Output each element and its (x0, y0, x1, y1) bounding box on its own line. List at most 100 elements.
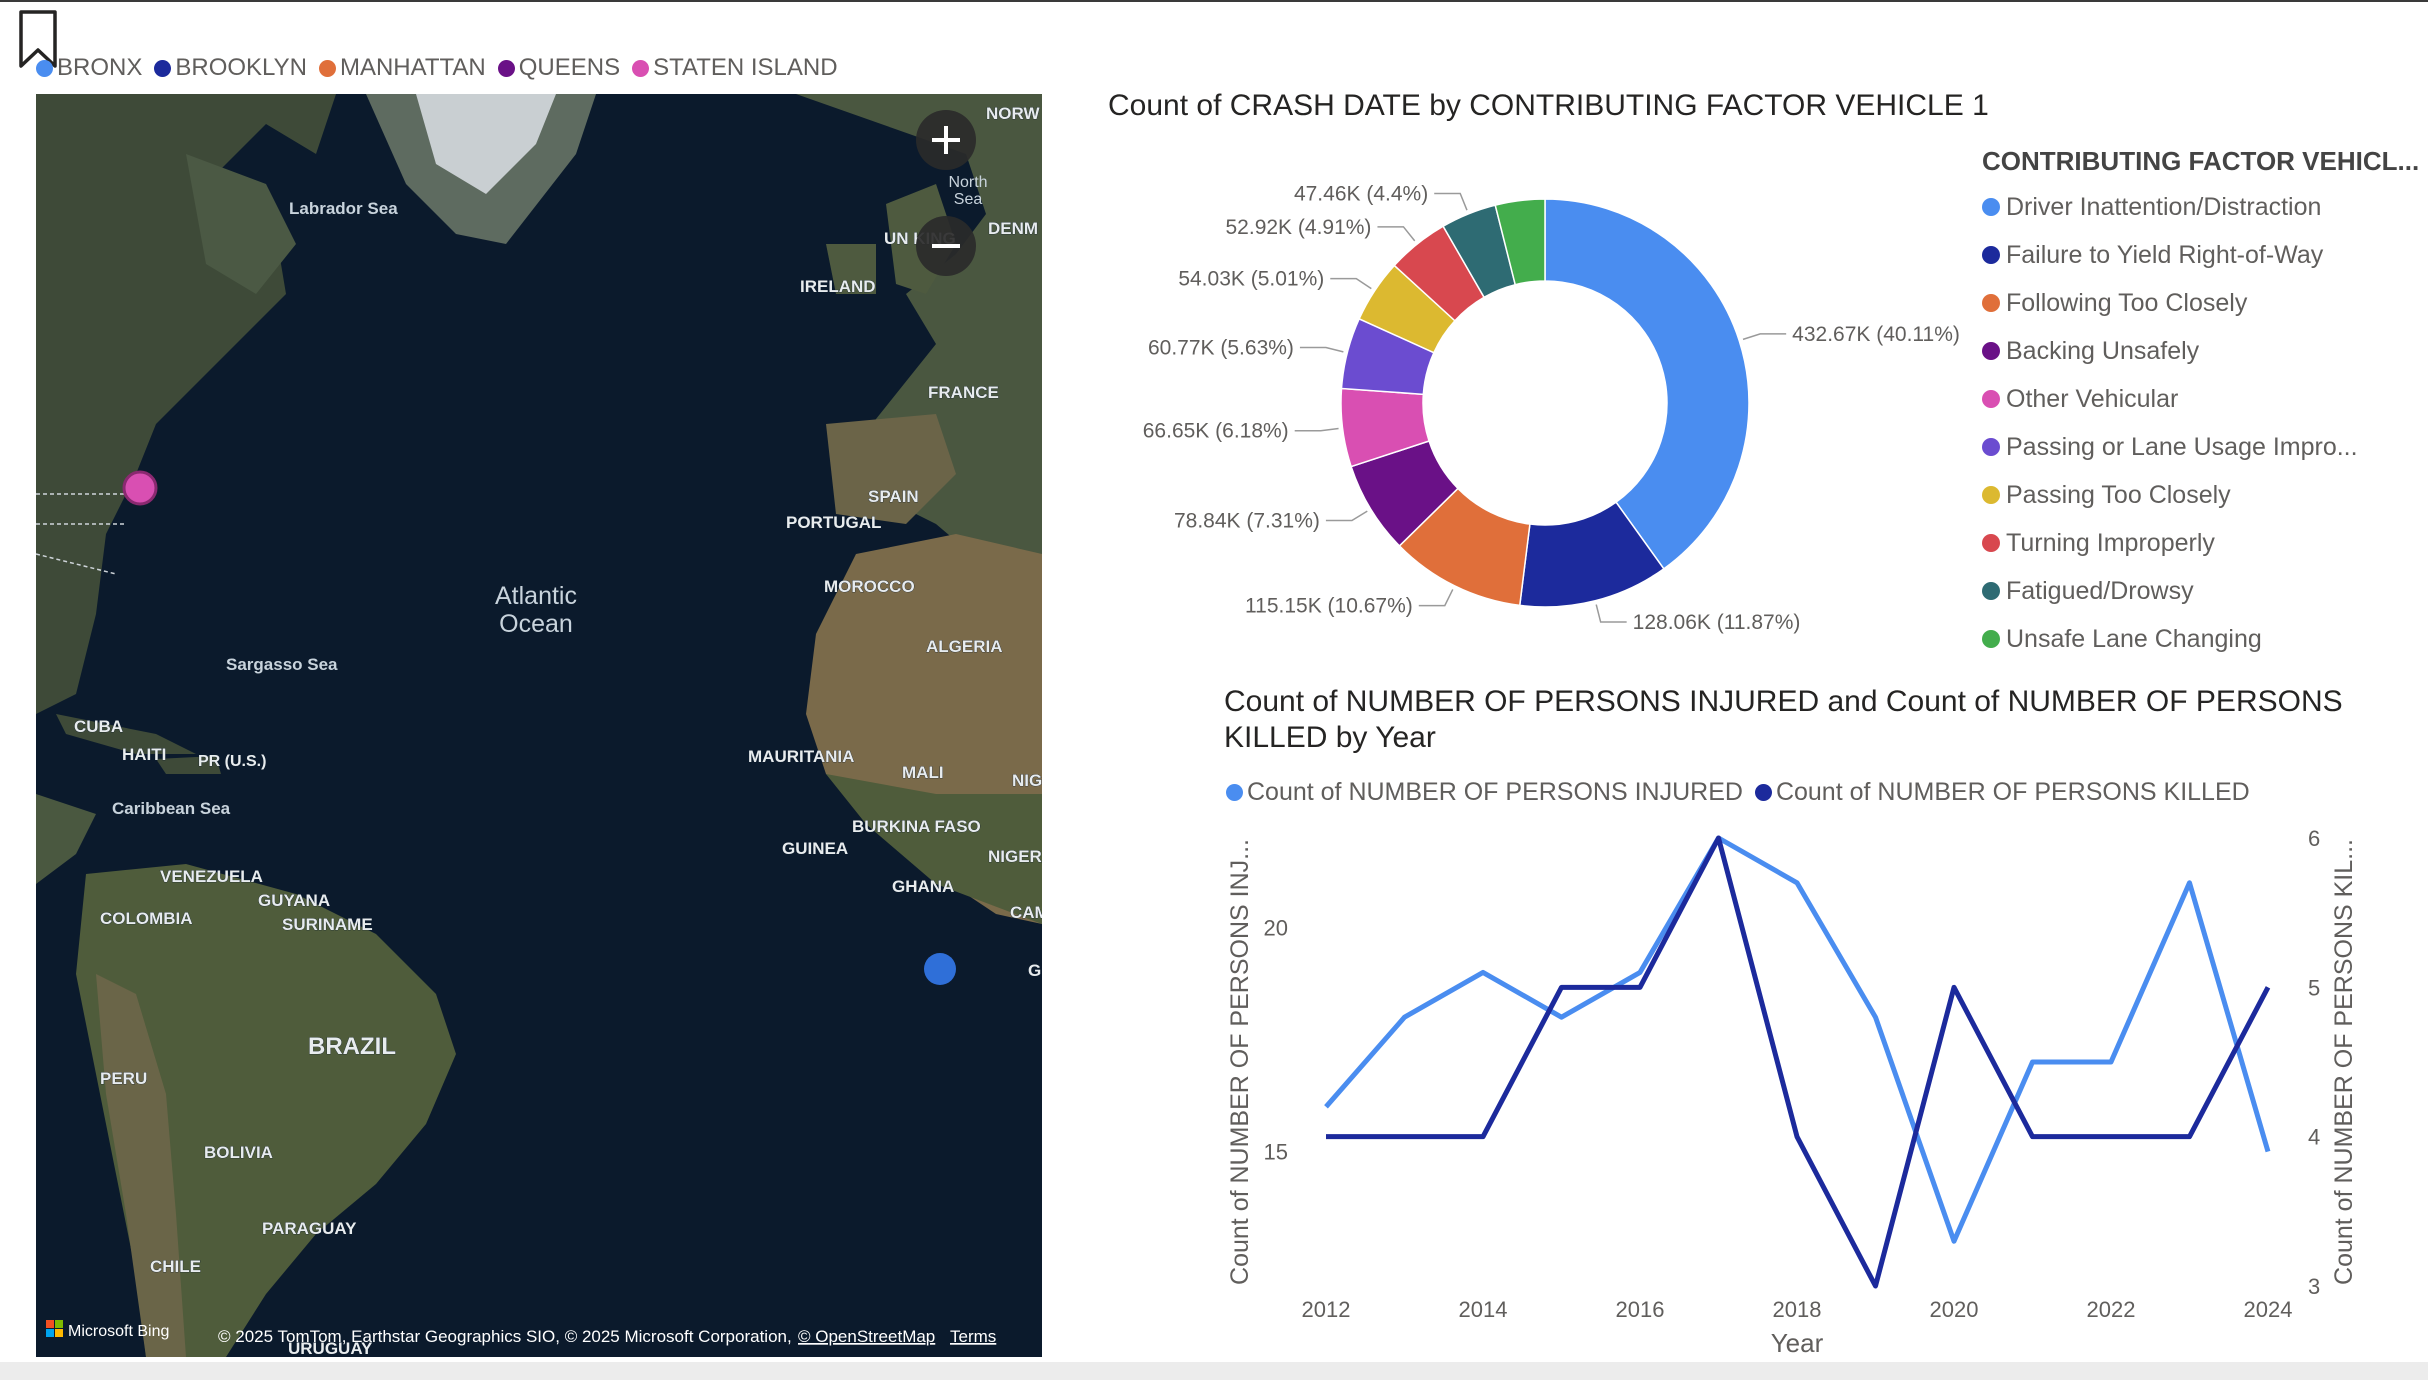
legend-label: Unsafe Lane Changing (2006, 624, 2262, 653)
map-ice-greenland (416, 94, 556, 194)
map-legend-item-brooklyn[interactable]: BROOKLYN (154, 54, 307, 82)
map-provider: Microsoft Bing (68, 1323, 169, 1340)
legend-dot (1982, 198, 2000, 216)
map-label-bolivia: BOLIVIA (204, 1143, 273, 1162)
map-point-staten-island[interactable] (122, 470, 158, 506)
legend-label: BROOKLYN (175, 54, 307, 81)
x-tick-label: 2020 (1930, 1297, 1979, 1322)
donut-legend-item-other-vehicular[interactable]: Other Vehicular (1982, 375, 2419, 423)
bottom-bar (0, 1362, 2428, 1380)
legend-label: STATEN ISLAND (653, 54, 838, 81)
donut-data-label: 432.67K (40.11%) (1792, 323, 1960, 346)
donut-chart[interactable]: 432.67K (40.11%) 128.06K (11.87%) 115.15K … (1108, 150, 1978, 670)
legend-label: Count of NUMBER OF PERSONS KILLED (1775, 778, 2250, 806)
map-label-algeria: ALGERIA (926, 637, 1003, 656)
y-left-tick-label: 20 (1264, 916, 1288, 941)
x-tick-label: 2022 (2087, 1297, 2136, 1322)
donut-leader-line (1418, 589, 1454, 607)
map-legend-item-bronx[interactable]: BRONX (36, 54, 142, 82)
terms-link[interactable]: Terms (950, 1327, 996, 1346)
donut-leader-line (1325, 510, 1368, 522)
legend-label: BRONX (57, 54, 143, 81)
map-land-iberia (826, 414, 956, 524)
donut-slice-unsafe-lane-changing[interactable] (1494, 198, 1546, 286)
donut-legend-item-following-too-closely[interactable]: Following Too Closely (1982, 279, 2419, 327)
map-label-chile: CHILE (150, 1257, 201, 1276)
map-land-hispaniola (156, 756, 221, 774)
legend-label: Passing Too Closely (2006, 480, 2231, 509)
legend-label: Count of NUMBER OF PERSONS INJURED (1247, 778, 1743, 806)
donut-slice-driver-inattention-distraction[interactable] (1544, 198, 1750, 570)
map-label-niger: NIGER (988, 847, 1042, 866)
donut-legend-item-passing-too-closely[interactable]: Passing Too Closely (1982, 471, 2419, 519)
legend-label: Failure to Yield Right-of-Way (2006, 240, 2324, 269)
donut-legend-item-unsafe-lane-changing[interactable]: Unsafe Lane Changing (1982, 615, 2419, 663)
map-label-pr: PR (U.S.) (198, 753, 266, 770)
map-attribution: © 2025 TomTom, Earthstar Geographics SIO… (218, 1327, 792, 1346)
donut-leader-line (1434, 192, 1468, 211)
legend-label: MANHATTAN (339, 54, 486, 81)
map-label-mali: MALI (902, 763, 944, 782)
osm-link[interactable]: © OpenStreetMap (798, 1327, 935, 1346)
plus-icon (932, 126, 960, 154)
map-label-cam: CAM (1010, 903, 1042, 922)
bookmark-icon[interactable] (18, 10, 58, 68)
map-label-paraguay: PARAGUAY (262, 1219, 357, 1238)
donut-legend-item-backing-unsafely[interactable]: Backing Unsafely (1982, 327, 2419, 375)
map-land-central-america (36, 794, 96, 884)
y-right-tick-label: 5 (2308, 975, 2320, 1000)
map-legend-item-staten-island[interactable]: STATEN ISLAND (632, 54, 838, 82)
donut-legend-item-passing-or-lane-usage-impro[interactable]: Passing or Lane Usage Impro... (1982, 423, 2419, 471)
map-point-bronx[interactable] (924, 953, 956, 985)
series-line-count-of-number-of-persons-injured[interactable] (1324, 835, 2271, 1244)
map-label-nig: NIG (1012, 771, 1042, 790)
donut-data-label: 115.15K (10.67%) (1245, 595, 1413, 618)
legend-dot (36, 59, 53, 77)
map-land-ireland (826, 244, 876, 294)
map-label-north-sea: North Sea (948, 174, 988, 208)
map-label-ghana: GHANA (892, 877, 954, 896)
donut-legend-title: CONTRIBUTING FACTOR VEHICL... (1982, 146, 2420, 176)
y-right-tick-label: 4 (2308, 1125, 2320, 1150)
legend-dot (1226, 784, 1243, 801)
legend-dot (1982, 390, 2000, 408)
map-label-venezuela: VENEZUELA (160, 867, 263, 886)
zoom-in-button[interactable] (916, 110, 976, 170)
map-borders (36, 493, 126, 575)
donut-leader-line (1377, 226, 1416, 242)
line-legend-item-injured[interactable]: Count of NUMBER OF PERSONS INJURED (1226, 778, 1743, 807)
y-right-axis-label: Count of NUMBER OF PERSONS KIL... (2330, 839, 2358, 1285)
x-tick-label: 2012 (1302, 1297, 1351, 1322)
map-label-france: FRANCE (928, 383, 999, 402)
donut-legend: CONTRIBUTING FACTOR VEHICL... Driver Ina… (1982, 146, 2419, 663)
map-legend-item-queens[interactable]: QUEENS (497, 54, 621, 82)
map-label-cuba: CUBA (74, 717, 123, 736)
line-legend: Count of NUMBER OF PERSONS INJURED Count… (1226, 778, 2262, 807)
top-border (0, 0, 2428, 2)
map-land-labrador (186, 154, 296, 294)
series-line-count-of-number-of-persons-killed[interactable] (1326, 835, 2271, 1289)
zoom-out-button[interactable] (916, 216, 976, 276)
donut-legend-item-driver-inattention-distraction[interactable]: Driver Inattention/Distraction (1982, 183, 2419, 231)
legend-dot (1982, 294, 2000, 312)
donut-legend-item-turning-improperly[interactable]: Turning Improperly (1982, 519, 2419, 567)
map-legend-item-manhattan[interactable]: MANHATTAN (318, 54, 486, 82)
legend-dot (497, 59, 515, 77)
map-visual[interactable]: NORW DENM UN KING IRELAND FRANCE SPAIN P… (36, 94, 1042, 1357)
line-legend-item-killed[interactable]: Count of NUMBER OF PERSONS KILLED (1754, 778, 2250, 807)
legend-dot (632, 59, 650, 77)
map-land-cuba (56, 714, 196, 754)
legend-dot (1982, 342, 2000, 360)
donut-data-label: 78.84K (7.31%) (1174, 509, 1320, 532)
donut-legend-item-failure-to-yield-right-of-way[interactable]: Failure to Yield Right-of-Way (1982, 231, 2419, 279)
donut-legend-item-fatigued-drowsy[interactable]: Fatigued/Drowsy (1982, 567, 2419, 615)
map-label-uruguay: URUGUAY (288, 1339, 373, 1357)
legend-label: QUEENS (518, 54, 621, 81)
donut-data-label: 66.65K (6.18%) (1143, 420, 1289, 443)
legend-dot (154, 59, 172, 77)
map-label-peru: PERU (100, 1069, 147, 1088)
line-chart[interactable]: 15 20 3 4 5 6 2012 2014 2016 2018 2020 2022 2024 Year… (1200, 820, 2420, 1360)
x-tick-label: 2016 (1616, 1297, 1665, 1322)
map-label-morocco: MOROCCO (824, 577, 915, 596)
x-tick-label: 2018 (1773, 1297, 1822, 1322)
